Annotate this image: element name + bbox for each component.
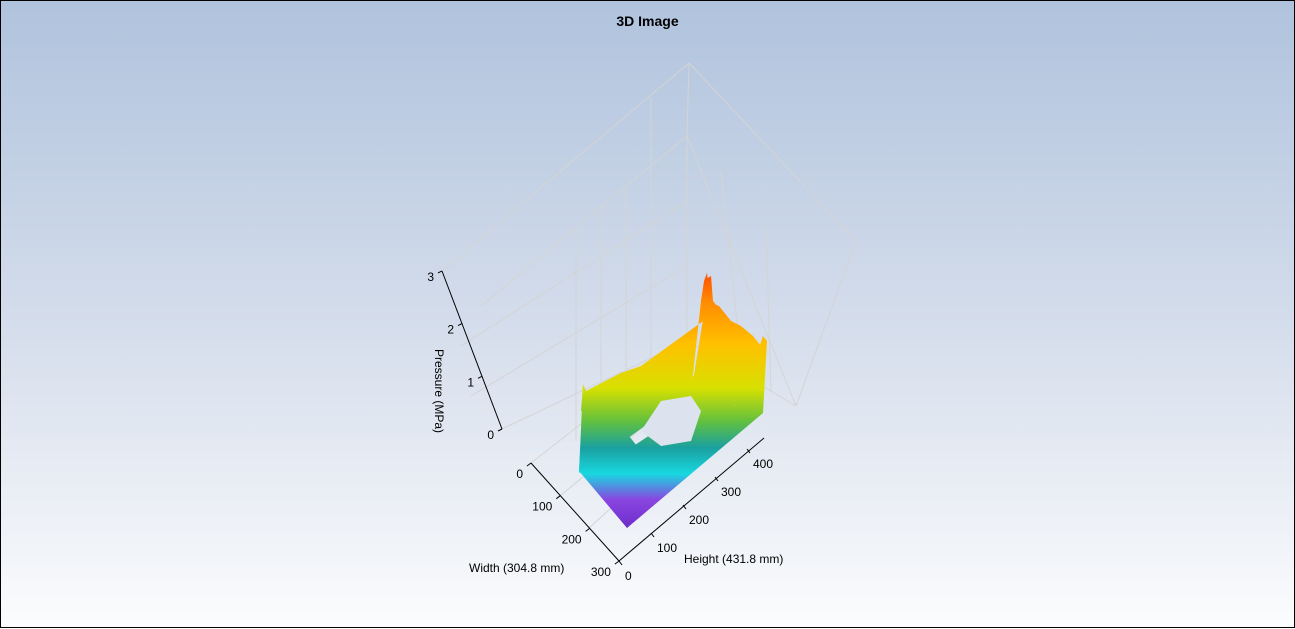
- axes: [437, 270, 765, 566]
- x_axis-tick-mark: [618, 560, 623, 566]
- x_axis-tick-mark: [714, 476, 719, 482]
- height-axis-line: [618, 437, 765, 562]
- z_axis-tick-label: 0: [487, 428, 494, 442]
- surface-spike: [581, 386, 585, 411]
- x_axis-tick-mark: [650, 532, 655, 538]
- y_axis-tick-mark: [555, 495, 561, 500]
- z_axis-tick-mark: [477, 375, 483, 379]
- z_axis-tick-mark: [497, 428, 503, 432]
- y_axis-tick-mark: [526, 462, 532, 467]
- z_axis-tick-label: 3: [427, 270, 434, 284]
- width-axis-line: [530, 462, 620, 562]
- x_axis-tick-label: 400: [753, 457, 773, 471]
- z_axis-tick-mark: [437, 270, 443, 274]
- surface-front-right-wall: [627, 381, 763, 528]
- z_axis-tick-label: 1: [467, 375, 474, 389]
- z_axis-tick-mark: [457, 323, 463, 327]
- x_axis-tick-label: 200: [689, 513, 709, 527]
- width-axis-label: Width (304.8 mm): [469, 561, 564, 575]
- y_axis-tick-label: 200: [562, 532, 582, 546]
- surface-spike: [701, 273, 710, 301]
- chart-title: 3D Image: [616, 13, 679, 29]
- z_axis-tick-label: 2: [447, 323, 454, 337]
- x_axis-tick-label: 0: [625, 569, 632, 583]
- surface-spike: [758, 336, 767, 361]
- height-axis-label: Height (431.8 mm): [684, 552, 783, 566]
- y_axis-tick-label: 0: [516, 467, 523, 481]
- x_axis-tick-mark: [682, 504, 687, 510]
- z-axis-label: Pressure (MPa): [432, 349, 446, 433]
- x_axis-tick-label: 300: [721, 485, 741, 499]
- y_axis-tick-mark: [585, 528, 590, 532]
- x_axis-tick-mark: [746, 448, 751, 454]
- y_axis-tick-mark: [614, 560, 620, 565]
- z-axis-line: [441, 270, 503, 430]
- surface-hole: [641, 396, 701, 446]
- x_axis-tick-label: 100: [657, 541, 677, 555]
- y_axis-tick-label: 300: [591, 565, 611, 579]
- surface-front-left-wall: [579, 396, 646, 528]
- y_axis-tick-label: 100: [532, 500, 552, 514]
